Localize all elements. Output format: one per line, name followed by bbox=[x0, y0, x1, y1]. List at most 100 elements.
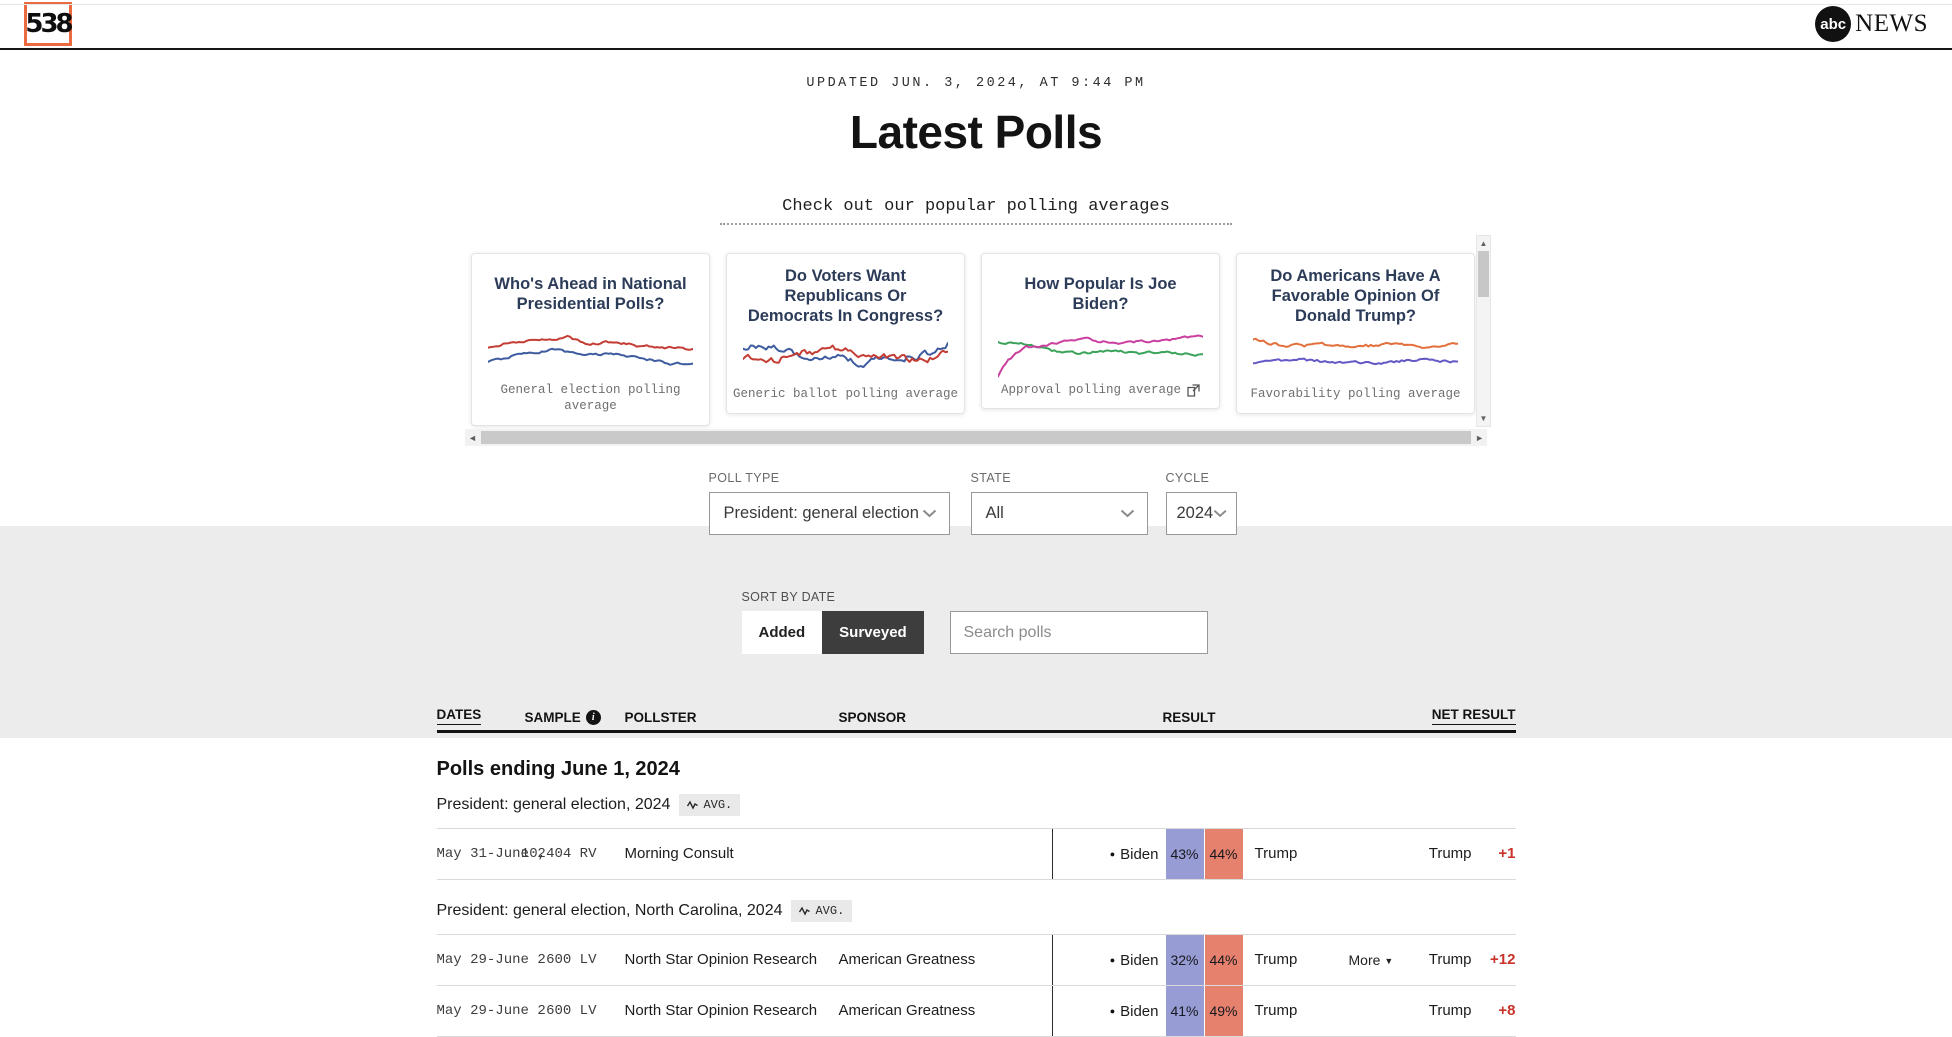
card-caption-text: Generic ballot polling average bbox=[732, 387, 959, 402]
abc-news-wordmark: NEWS bbox=[1855, 10, 1928, 37]
horizontal-scroll-thumb[interactable] bbox=[480, 431, 1472, 444]
card-title: Who's Ahead in National Presidential Pol… bbox=[494, 274, 687, 313]
chevron-down-icon bbox=[1214, 509, 1227, 518]
abc-news-logo[interactable]: abc NEWS bbox=[1815, 6, 1928, 42]
dem-candidate: ● Biden bbox=[1053, 986, 1159, 1036]
card-caption: Favorability polling average bbox=[1241, 386, 1470, 402]
card-caption-text: General election polling average bbox=[500, 383, 681, 414]
poll-dates: May 29-June 2 bbox=[436, 1003, 546, 1019]
filter-select[interactable]: All bbox=[970, 492, 1148, 535]
incumbent-dot-icon: ● bbox=[1109, 849, 1116, 859]
average-badge[interactable]: AVG. bbox=[679, 794, 741, 816]
result-divider bbox=[1051, 935, 1053, 985]
dem-result-box: 32% bbox=[1165, 935, 1204, 985]
external-link-icon bbox=[1187, 383, 1200, 397]
column-header-sponsor[interactable]: SPONSOR bbox=[838, 710, 907, 725]
polling-averages-link[interactable]: Check out our popular polling averages bbox=[782, 197, 1170, 216]
poll-rows: May 29-June 2 600 LV North Star Opinion … bbox=[436, 934, 1516, 1037]
abc-circle-icon: abc bbox=[1815, 6, 1852, 42]
scroll-down-icon[interactable]: ▼ bbox=[1479, 414, 1488, 423]
incumbent-dot-icon: ● bbox=[1109, 1006, 1116, 1016]
table-header-row: DATES SAMPLE i POLLSTER SPONSOR RESULT N… bbox=[436, 704, 1516, 733]
net-result-value: +1 bbox=[1498, 845, 1516, 862]
carousel-vertical-scrollbar[interactable]: ▲ ▼ bbox=[1476, 235, 1491, 427]
filter-select[interactable]: 2024 bbox=[1165, 492, 1237, 535]
poll-dates: May 29-June 2 bbox=[436, 952, 546, 968]
rep-candidate-name: Trump bbox=[1254, 1002, 1298, 1019]
card-caption: Approval polling average bbox=[986, 382, 1215, 398]
fivethirtyeight-logo[interactable]: 538 bbox=[24, 2, 74, 46]
polls-group-title: Polls ending June 1, 2024 bbox=[436, 758, 680, 780]
poll-row: May 31-June 2 10,404 RV Morning Consult … bbox=[436, 828, 1516, 880]
sort-option-added[interactable]: Added bbox=[741, 611, 823, 654]
search-input[interactable] bbox=[949, 611, 1208, 654]
scroll-left-icon[interactable]: ◄ bbox=[468, 432, 477, 443]
polling-average-card[interactable]: How Popular Is Joe Biden? Approval polli… bbox=[981, 253, 1220, 410]
scroll-right-icon[interactable]: ► bbox=[1475, 432, 1484, 443]
pollster-link[interactable]: North Star Opinion Research bbox=[624, 951, 818, 968]
card-title: Do Americans Have A Favorable Opinion Of… bbox=[1270, 267, 1441, 326]
hero: UPDATED JUN. 3, 2024, AT 9:44 PM Latest … bbox=[0, 76, 1952, 225]
polling-averages-carousel: Who's Ahead in National Presidential Pol… bbox=[465, 235, 1491, 446]
scroll-up-icon[interactable]: ▲ bbox=[1479, 239, 1488, 248]
filter-state: STATE All bbox=[970, 471, 1148, 535]
polling-average-card[interactable]: Do Voters Want Republicans Or Democrats … bbox=[726, 253, 965, 414]
sort-option-surveyed[interactable]: Surveyed bbox=[822, 611, 924, 654]
more-toggle[interactable]: More ▼ bbox=[1349, 935, 1394, 985]
net-result-leader: Trump bbox=[1428, 1002, 1472, 1019]
rep-result-box: 49% bbox=[1204, 986, 1243, 1036]
more-label: More bbox=[1348, 952, 1381, 968]
pollster-link[interactable]: North Star Opinion Research bbox=[624, 1002, 818, 1019]
poll-row: May 29-June 2 600 LV North Star Opinion … bbox=[436, 985, 1516, 1037]
pollster-link[interactable]: Morning Consult bbox=[624, 845, 734, 862]
card-caption: Generic ballot polling average bbox=[731, 386, 960, 402]
filter-label: STATE bbox=[970, 471, 1011, 485]
sort-by-date-label: SORT BY DATE bbox=[741, 590, 836, 604]
polling-average-card[interactable]: Who's Ahead in National Presidential Pol… bbox=[471, 253, 710, 426]
dem-result-box: 43% bbox=[1165, 829, 1204, 879]
dem-candidate: ● Biden bbox=[1053, 829, 1159, 879]
column-header-sample[interactable]: SAMPLE i bbox=[525, 710, 601, 725]
tagline-underline bbox=[720, 223, 1232, 225]
sparkline-chart bbox=[743, 342, 948, 369]
carousel-horizontal-scrollbar[interactable]: ◄ ► bbox=[465, 429, 1487, 446]
chevron-down-icon bbox=[1120, 509, 1134, 518]
trend-squiggle-icon bbox=[799, 906, 811, 916]
poll-sponsor: American Greatness bbox=[838, 951, 976, 968]
result-divider bbox=[1051, 829, 1053, 879]
vertical-scroll-thumb[interactable] bbox=[1478, 251, 1489, 297]
sparkline-chart bbox=[1253, 338, 1458, 366]
column-header-pollster[interactable]: POLLSTER bbox=[624, 710, 697, 725]
card-caption-text: Approval polling average bbox=[1000, 383, 1182, 397]
poll-section: President: general election, 2024 AVG. M… bbox=[436, 794, 1516, 880]
filter-cycle: CYCLE 2024 bbox=[1165, 471, 1237, 535]
section-subtitle-row: President: general election, 2024 AVG. bbox=[437, 794, 1516, 816]
sparkline-chart bbox=[488, 334, 693, 366]
dem-candidate: ● Biden bbox=[1053, 935, 1159, 985]
net-result-leader: Trump bbox=[1428, 951, 1472, 968]
average-badge[interactable]: AVG. bbox=[791, 900, 853, 922]
poll-sample: 600 LV bbox=[546, 952, 597, 968]
filter-select[interactable]: President: general election bbox=[708, 492, 950, 535]
poll-rows: May 31-June 2 10,404 RV Morning Consult … bbox=[436, 828, 1516, 880]
net-result-value: +12 bbox=[1490, 951, 1516, 968]
average-badge-label: AVG. bbox=[815, 904, 845, 918]
column-header-dates[interactable]: DATES bbox=[436, 707, 482, 725]
column-header-net-result[interactable]: NET RESULT bbox=[1431, 707, 1516, 725]
section-subtitle-row: President: general election, North Carol… bbox=[437, 900, 1516, 922]
column-header-result: RESULT bbox=[1162, 710, 1216, 725]
net-result-leader: Trump bbox=[1428, 845, 1472, 862]
card-title: Do Voters Want Republicans Or Democrats … bbox=[747, 267, 944, 326]
filter-label: POLL TYPE bbox=[708, 471, 780, 485]
card-caption-text: Favorability polling average bbox=[1250, 387, 1461, 402]
dem-candidate-name: Biden bbox=[1120, 952, 1159, 969]
chevron-down-icon bbox=[922, 509, 936, 518]
average-badge-label: AVG. bbox=[703, 798, 733, 812]
filter-poll-type: POLL TYPE President: general election bbox=[708, 471, 950, 535]
info-icon[interactable]: i bbox=[585, 710, 601, 725]
poll-sample: 10,404 RV bbox=[520, 846, 597, 862]
net-result: Trump +12 bbox=[1429, 935, 1516, 985]
dem-candidate-name: Biden bbox=[1120, 846, 1159, 863]
polling-average-card[interactable]: Do Americans Have A Favorable Opinion Of… bbox=[1236, 253, 1475, 414]
